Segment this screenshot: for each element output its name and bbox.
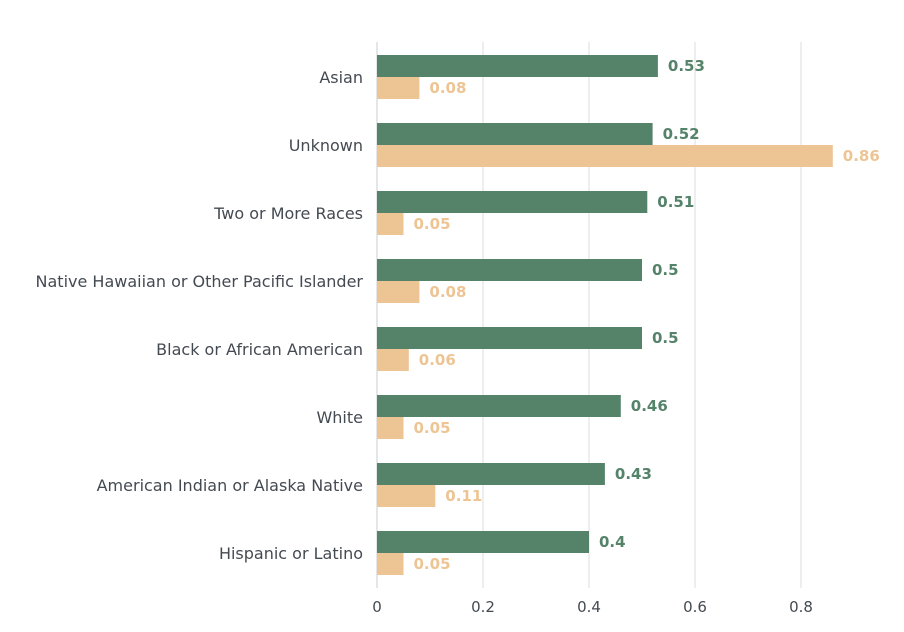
bar-series-1 [377,259,642,281]
category-label: Two or More Races [213,204,363,223]
bar-series-1 [377,327,642,349]
x-tick-label: 0.8 [789,598,813,616]
category-label: Native Hawaiian or Other Pacific Islande… [36,272,364,291]
bar-series-1 [377,463,605,485]
category-label: Black or African American [156,340,363,359]
bar-series-2 [377,213,404,235]
bar-series-2 [377,485,436,507]
bar-series-2 [377,417,404,439]
data-label: 0.11 [445,487,482,505]
data-label: 0.86 [843,147,880,165]
category-label: Hispanic or Latino [219,544,363,563]
bar-series-2 [377,281,420,303]
bar-series-1 [377,191,648,213]
labels: 0 0.2 0.4 0.6 0.8 Asian 0.53 0.08 Unknown 0.52 0.8… [36,57,880,616]
data-label: 0.05 [414,555,451,573]
x-tick-label: 0.2 [471,598,495,616]
data-label: 0.5 [652,329,679,347]
data-label: 0.43 [615,465,652,483]
bar-series-1 [377,395,621,417]
data-label: 0.06 [419,351,456,369]
category-label: White [316,408,363,427]
data-label: 0.08 [429,79,466,97]
data-label: 0.5 [652,261,679,279]
bar-series-2 [377,145,833,167]
category-label: Unknown [289,136,363,155]
data-label: 0.05 [414,215,451,233]
bar-series-2 [377,553,404,575]
bar-series-2 [377,77,420,99]
x-tick-label: 0.6 [683,598,707,616]
bar-series-1 [377,55,658,77]
x-tick-label: 0 [372,598,382,616]
data-label: 0.51 [657,193,694,211]
x-tick-label: 0.4 [577,598,601,616]
data-label: 0.52 [663,125,700,143]
data-label: 0.08 [429,283,466,301]
bar-series-1 [377,123,653,145]
bar-series-1 [377,531,589,553]
bars [377,55,833,575]
bar-series-2 [377,349,409,371]
data-label: 0.53 [668,57,705,75]
category-label: Asian [319,68,363,87]
category-label: American Indian or Alaska Native [97,476,363,495]
data-label: 0.4 [599,533,626,551]
data-label: 0.46 [631,397,668,415]
data-label: 0.05 [414,419,451,437]
